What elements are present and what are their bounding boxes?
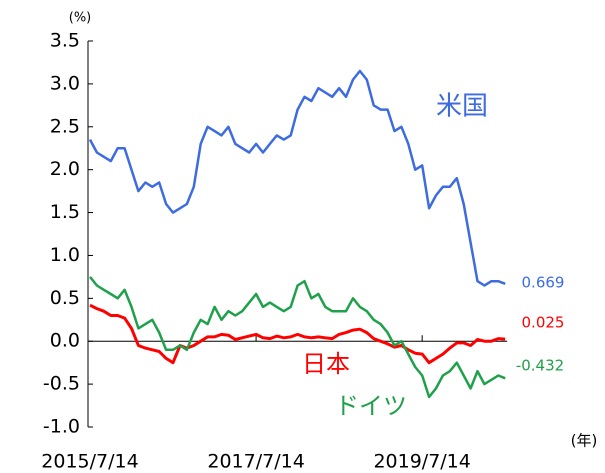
y-tick-label: -1.0 xyxy=(43,416,80,438)
y-tick-label: 1.5 xyxy=(50,201,80,223)
x-unit: (年) xyxy=(571,432,598,450)
y-tick-label: 2.0 xyxy=(50,158,80,180)
y-tick-label: 3.0 xyxy=(50,72,80,94)
y-tick-label: 1.0 xyxy=(50,244,80,266)
end-value-label: 0.669 xyxy=(522,274,565,292)
x-tick-label: 2015/7/14 xyxy=(41,451,138,473)
x-tick-label: 2017/7/14 xyxy=(207,451,304,473)
y-tick-label: -0.5 xyxy=(43,373,80,395)
y-tick-label: 0.0 xyxy=(50,330,80,352)
y-unit: (%) xyxy=(69,11,92,26)
x-tick-label: 2019/7/14 xyxy=(373,451,470,473)
y-tick-label: 0.5 xyxy=(50,287,80,309)
end-value-label: -0.432 xyxy=(516,357,564,375)
end-value-label: 0.025 xyxy=(522,314,565,332)
y-tick-label: 2.5 xyxy=(50,115,80,137)
series-label: ドイツ xyxy=(335,392,407,420)
series-line xyxy=(88,69,506,287)
y-tick-label: 3.5 xyxy=(50,30,80,52)
series-line xyxy=(89,303,506,365)
series-label: 米国 xyxy=(436,92,488,122)
series-line xyxy=(89,276,506,399)
series-label: 日本 xyxy=(302,350,350,378)
